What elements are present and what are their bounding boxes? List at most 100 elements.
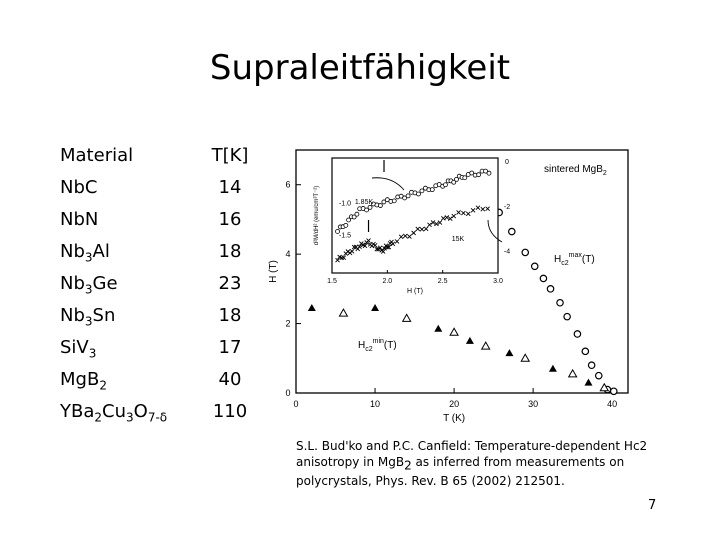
inset-point-cross	[380, 249, 386, 254]
data-point-circle	[563, 312, 571, 321]
inset-point-cross	[366, 238, 371, 243]
material-name: SiV3	[60, 337, 97, 361]
inset-point-circle	[402, 195, 408, 201]
inset-point-cross	[419, 226, 425, 232]
figure-caption: S.L. Bud'ko and P.C. Canfield: Temperatu…	[296, 438, 676, 489]
data-point-open-triangle	[567, 368, 578, 378]
material-name: Nb3Sn	[60, 305, 116, 329]
data-point-open-triangle	[401, 313, 412, 322]
inset-right-tick-label: -4	[504, 249, 510, 256]
inset-point-circle	[462, 175, 468, 181]
inset-point-cross	[480, 206, 486, 212]
data-point-circle	[587, 361, 596, 370]
table-row: Nb3Ge 23	[60, 273, 260, 305]
data-point-open-triangle	[480, 341, 491, 350]
inset-point-circle	[367, 204, 373, 210]
material-name: NbN	[60, 209, 99, 230]
data-point-open-triangle	[599, 382, 610, 392]
inset-point-circle	[391, 198, 397, 204]
inset-label-1: 1.85K	[355, 199, 374, 206]
inset-point-cross	[470, 207, 476, 213]
y-axis-label: H (T)	[268, 260, 279, 283]
hc2-min-label: Hc2min(T)	[358, 338, 397, 353]
inset-point-cross	[372, 243, 378, 248]
inset-x-tick-label: 2.0	[382, 278, 392, 285]
inset-x-tick-label: 2.5	[438, 278, 448, 285]
inset-point-cross	[407, 234, 412, 239]
critical-temperature: 40	[218, 369, 242, 390]
y-tick-label: 0	[285, 388, 290, 398]
x-axis-label: T (K)	[443, 413, 465, 424]
inset-point-cross	[386, 244, 392, 250]
inset-right-tick-label: -2	[504, 204, 510, 211]
header-tc: T[K]	[211, 145, 249, 166]
y-tick-label: 4	[285, 249, 290, 259]
inset-point-circle	[335, 229, 340, 234]
inset-point-circle	[351, 214, 357, 220]
hc2-max-label: Hc2max(T)	[554, 252, 595, 267]
inset-x-axis-label: H (T)	[407, 288, 423, 295]
inset-point-cross	[427, 222, 432, 228]
corner-label: sintered MgB2	[544, 164, 607, 177]
data-point-circle	[546, 285, 555, 293]
data-point-open-triangle	[338, 308, 349, 317]
inset-point-circle	[346, 217, 351, 223]
caption-line-3: polycrystals, Phys. Rev. B 65 (2002) 212…	[296, 474, 565, 489]
inset-point-cross	[423, 226, 429, 232]
table-row: SiV3 17	[60, 337, 260, 369]
inset-point-cross	[444, 215, 450, 220]
data-point-circle	[539, 274, 548, 283]
data-point-filled-triangle	[584, 378, 593, 386]
inset-point-circle	[476, 172, 482, 178]
inset-point-circle	[486, 170, 492, 176]
inset-point-circle	[451, 179, 457, 185]
data-point-open-triangle	[449, 327, 459, 336]
data-point-circle	[609, 387, 618, 396]
inset-point-cross	[402, 233, 408, 239]
data-point-filled-triangle	[505, 349, 514, 357]
inset-point-circle	[429, 187, 435, 193]
data-point-filled-triangle	[307, 303, 316, 311]
inset-point-cross	[485, 206, 490, 211]
inset-point-cross	[351, 244, 357, 250]
plot-frame	[295, 149, 629, 394]
material-name: MgB2	[60, 369, 107, 393]
inset-label-2: 15K	[452, 236, 465, 243]
x-tick-label: 30	[528, 399, 538, 409]
data-point-circle	[521, 248, 530, 257]
inset-point-circle	[364, 207, 369, 213]
data-point-circle	[508, 227, 516, 236]
data-point-filled-triangle	[465, 336, 474, 344]
inset-point-cross	[447, 216, 453, 222]
inset-point-cross	[434, 221, 439, 227]
inset-point-circle	[416, 191, 421, 197]
inset-point-cross	[475, 205, 481, 211]
inset-point-cross	[437, 220, 443, 225]
table-row: YBa2Cu3O7-δ 110	[60, 401, 260, 433]
inset-plot: 1.5 2.0 2.5 3.0 H (T) -1.0 -1.5 d²M/dH² (emu/cm…	[314, 157, 510, 295]
inset-point-cross	[411, 230, 416, 236]
inset-point-circle	[454, 176, 459, 182]
inset-point-cross	[430, 220, 436, 225]
inset-point-circle	[381, 199, 387, 205]
inset-point-cross	[415, 226, 421, 232]
inset-point-circle	[405, 193, 411, 199]
inset-point-cross	[357, 244, 362, 249]
inset-x-tick-label: 1.5	[327, 278, 337, 285]
inset-point-circle	[419, 188, 425, 194]
inset-point-cross	[394, 239, 400, 244]
data-point-circle	[556, 298, 564, 307]
inset-point-circle	[354, 211, 360, 217]
inset-point-cross	[451, 213, 457, 219]
data-point-filled-triangle	[371, 303, 380, 311]
inset-point-cross	[461, 210, 466, 216]
inset-point-cross	[377, 245, 383, 251]
x-tick-label: 10	[370, 399, 380, 409]
data-point-open-triangle	[520, 353, 531, 362]
material-name: YBa2Cu3O7-δ	[60, 401, 168, 425]
inset-left-tick-label: -1.5	[339, 233, 351, 240]
inset-left-axis-label: d²M/dH² (emu/cm³T⁻²)	[314, 186, 320, 246]
caption-line-2: anisotropy in MgB2 as inferred from meas…	[296, 455, 625, 473]
critical-temperature: 18	[218, 305, 242, 326]
inset-point-cross	[349, 249, 355, 254]
